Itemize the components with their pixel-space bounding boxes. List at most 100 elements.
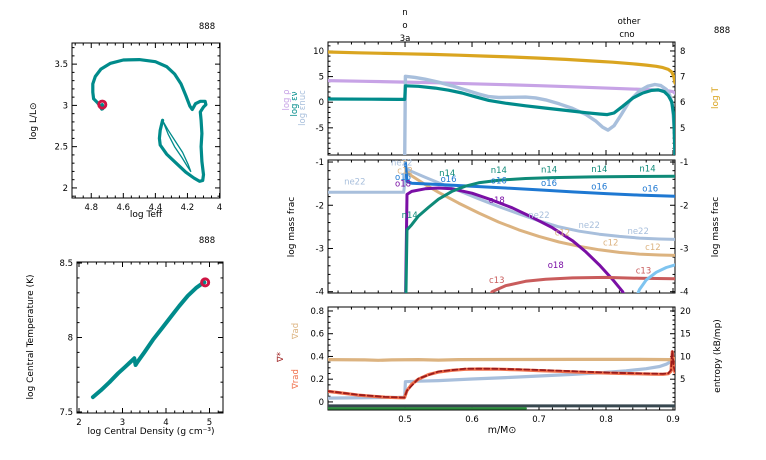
xlabel-mass-coordinate: m/M⊙ bbox=[488, 425, 517, 436]
tick-label: 3 bbox=[120, 418, 125, 428]
iso-label-o16: o16 bbox=[541, 179, 557, 189]
hr-diagram: 4.8 4.6 4.4 4.2 4 2 2.5 3 3.5 888 log Teff log L/L⊙ bbox=[29, 22, 222, 220]
tick-label: -3 bbox=[316, 244, 324, 254]
ylabel-log-l: log L/L⊙ bbox=[29, 102, 39, 139]
iso-label-o16: o16 bbox=[395, 173, 411, 183]
ylabel-grad-rad: ∇rad bbox=[291, 369, 301, 390]
model-number: 888 bbox=[199, 236, 215, 246]
ylabel-log-t: log T bbox=[711, 86, 721, 109]
tick-label: -4 bbox=[316, 288, 324, 298]
tick-label: 7.5 bbox=[59, 408, 73, 418]
series-ne22 bbox=[328, 167, 675, 241]
tick-label: 8 bbox=[680, 47, 685, 57]
tick-label: 4 bbox=[163, 418, 168, 428]
ylabel-log-eps-nuc: log εnuc bbox=[298, 90, 308, 126]
iso-label-c13: c13 bbox=[636, 267, 652, 277]
series-central-track bbox=[90, 280, 207, 400]
tick-label: 15 bbox=[680, 330, 691, 340]
ylabel-log-mass-frac-left: log mass frac bbox=[287, 197, 297, 257]
gradients-panel: 0.5 0.6 0.7 0.8 0.9 0 0.2 0.4 0.6 0.8 5 10 15 20 ∇ad ∇*… bbox=[276, 306, 723, 436]
iso-label-c12: c12 bbox=[397, 167, 413, 177]
tick-label: 0.9 bbox=[666, 415, 680, 425]
iso-label-c12: c12 bbox=[555, 229, 571, 239]
tick-label: 0.8 bbox=[599, 415, 613, 425]
current-model-marker bbox=[200, 277, 211, 288]
abundance-panel-frame bbox=[327, 159, 676, 294]
ylabel-entropy: entropy (kB/mp) bbox=[713, 319, 723, 393]
iso-label-ne22: ne22 bbox=[528, 211, 549, 221]
iso-label-o18: o18 bbox=[489, 196, 505, 206]
series-log-rho bbox=[328, 79, 675, 95]
tick-label: 2 bbox=[76, 418, 81, 428]
current-model-marker bbox=[97, 99, 108, 110]
burn-label-cno: cno bbox=[619, 30, 634, 40]
iso-label-o18: o18 bbox=[395, 180, 411, 190]
series-c13 bbox=[489, 275, 675, 293]
tick-label: -3 bbox=[680, 244, 688, 254]
tick-label: 10 bbox=[313, 47, 324, 57]
tick-label: 0.6 bbox=[310, 330, 324, 340]
tick-label: -5 bbox=[316, 124, 324, 134]
series-log-eps-nu bbox=[328, 84, 675, 155]
tick-label: 4 bbox=[217, 203, 222, 213]
ylabel-log-rho: log ρ bbox=[282, 89, 292, 110]
hr-diagram-frame bbox=[71, 42, 221, 199]
iso-label-ne22: ne22 bbox=[344, 178, 365, 188]
tick-label: 0.7 bbox=[532, 415, 546, 425]
series-log-T bbox=[328, 50, 675, 85]
tick-label: 0 bbox=[319, 98, 324, 108]
tick-label: 6 bbox=[680, 98, 685, 108]
iso-label-n14: n14 bbox=[639, 165, 655, 175]
series-n14 bbox=[404, 174, 675, 293]
tick-label: 4.2 bbox=[181, 203, 195, 213]
ylabel-grad-star: ∇* bbox=[276, 352, 286, 363]
tick-label: -1 bbox=[316, 158, 324, 168]
tick-label: 4.6 bbox=[117, 203, 131, 213]
ylabel-log-mass-frac-right: log mass frac bbox=[711, 197, 721, 257]
tick-label: 4.8 bbox=[84, 203, 98, 213]
iso-label-c12: c12 bbox=[603, 238, 619, 248]
burn-label-n: n bbox=[402, 8, 407, 18]
abundance-panel: -1 -2 -3 -4 -1 -2 -3 -4 log mass frac log mass fr… bbox=[287, 158, 721, 298]
series-entropy bbox=[328, 356, 675, 400]
iso-label-c13: c13 bbox=[489, 276, 505, 286]
xlabel-central-density: log Central Density (g cm⁻³) bbox=[88, 427, 215, 437]
tick-label: 2 bbox=[63, 184, 68, 194]
series-evolution-track bbox=[91, 58, 208, 183]
model-number: 888 bbox=[199, 22, 215, 32]
iso-label-o18: o18 bbox=[548, 261, 564, 271]
iso-label-n14: n14 bbox=[439, 169, 455, 179]
ylabel-central-temperature: log Central Temperature (K) bbox=[26, 274, 36, 399]
model-number: 888 bbox=[714, 26, 730, 36]
tick-label: 0.2 bbox=[310, 375, 324, 385]
iso-label-n14: n14 bbox=[541, 165, 557, 175]
tick-label: 5 bbox=[207, 418, 212, 428]
burn-label-other: other bbox=[618, 17, 641, 27]
iso-label-ne22: ne22 bbox=[627, 227, 648, 237]
iso-label-ne22: ne22 bbox=[579, 221, 600, 231]
tick-label: 4.4 bbox=[149, 203, 163, 213]
burn-label-3a: 3a bbox=[400, 34, 411, 44]
iso-label-n14: n14 bbox=[402, 211, 418, 221]
central-t-rho: 2 3 4 5 7.5 8 8.5 888 log Central Density (g cm⁻… bbox=[26, 236, 224, 437]
series-grad-star bbox=[328, 349, 675, 399]
ylabel-grad-ad: ∇ad bbox=[291, 323, 301, 340]
tick-label: 0.6 bbox=[465, 415, 479, 425]
tick-label: 8.5 bbox=[59, 259, 73, 269]
series-o18 bbox=[404, 186, 625, 293]
tick-label: 20 bbox=[680, 307, 691, 317]
tick-label: -4 bbox=[680, 288, 688, 298]
ylabel-log-eps-nu: log εν bbox=[290, 91, 300, 116]
series-grad-ad bbox=[328, 356, 675, 362]
tick-label: 5 bbox=[680, 124, 685, 134]
series-evolution-track-loop bbox=[161, 119, 192, 173]
tick-label: 0.4 bbox=[310, 352, 324, 362]
iso-label-o16: o16 bbox=[591, 182, 607, 192]
tick-label: 0.8 bbox=[310, 307, 324, 317]
tick-label: 10 bbox=[680, 352, 691, 362]
iso-label-n14: n14 bbox=[591, 165, 607, 175]
series-c12 bbox=[403, 160, 675, 257]
